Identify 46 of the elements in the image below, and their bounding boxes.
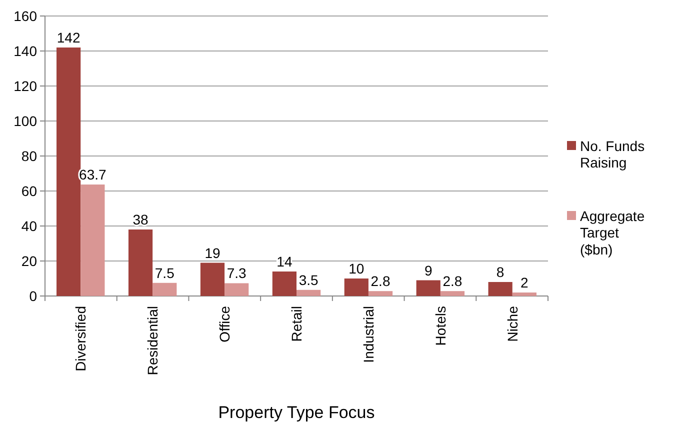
data-label: 7.5 — [154, 264, 175, 281]
y-tick-label: 40 — [21, 218, 38, 234]
y-tick-label: 20 — [21, 252, 38, 269]
y-tick-label: 120 — [14, 78, 38, 94]
y-tick-label: 160 — [14, 8, 38, 24]
data-label: 10 — [348, 260, 364, 276]
x-tick-label: Diversified — [72, 306, 89, 372]
y-tick-label: 0 — [29, 288, 38, 304]
data-label: 2.8 — [442, 273, 462, 290]
bar — [128, 230, 153, 296]
bar — [152, 282, 177, 296]
x-tick-label: Industrial — [360, 306, 376, 363]
bar — [416, 280, 440, 296]
data-label: 2 — [520, 274, 529, 290]
x-tick-label: Office — [216, 306, 232, 342]
data-label: 3.5 — [298, 272, 318, 288]
x-axis-title: Property Type Focus — [218, 403, 375, 422]
bar — [296, 290, 321, 296]
x-tick-label: Retail — [288, 306, 304, 342]
x-tick-label: Niche — [504, 306, 520, 342]
bar — [488, 282, 512, 296]
data-label: 7.3 — [226, 265, 247, 282]
data-label: 38 — [132, 212, 149, 228]
y-tick-label: 100 — [14, 112, 38, 129]
legend-label: Aggregate Target ($bn) — [580, 208, 645, 258]
data-label: 142 — [56, 30, 80, 46]
data-label: 8 — [496, 264, 504, 280]
y-tick-label: 140 — [14, 42, 38, 59]
bar — [80, 184, 105, 296]
bar — [272, 272, 296, 296]
data-label: 2.8 — [370, 273, 390, 290]
y-tick-label: 80 — [21, 148, 38, 164]
y-tick-label: 60 — [21, 182, 38, 199]
bar — [368, 291, 393, 296]
x-tick-label: Hotels — [432, 306, 448, 346]
x-tick-label: Residential — [144, 306, 160, 376]
bar — [512, 292, 536, 296]
bar — [200, 262, 225, 296]
legend-label: No. Funds Raising — [580, 138, 645, 171]
bar — [344, 278, 368, 296]
bar — [56, 48, 81, 296]
data-label: 19 — [204, 244, 220, 261]
bar — [440, 291, 465, 296]
data-label: 14 — [276, 254, 292, 270]
data-label: 9 — [424, 262, 432, 278]
bar — [224, 283, 249, 296]
